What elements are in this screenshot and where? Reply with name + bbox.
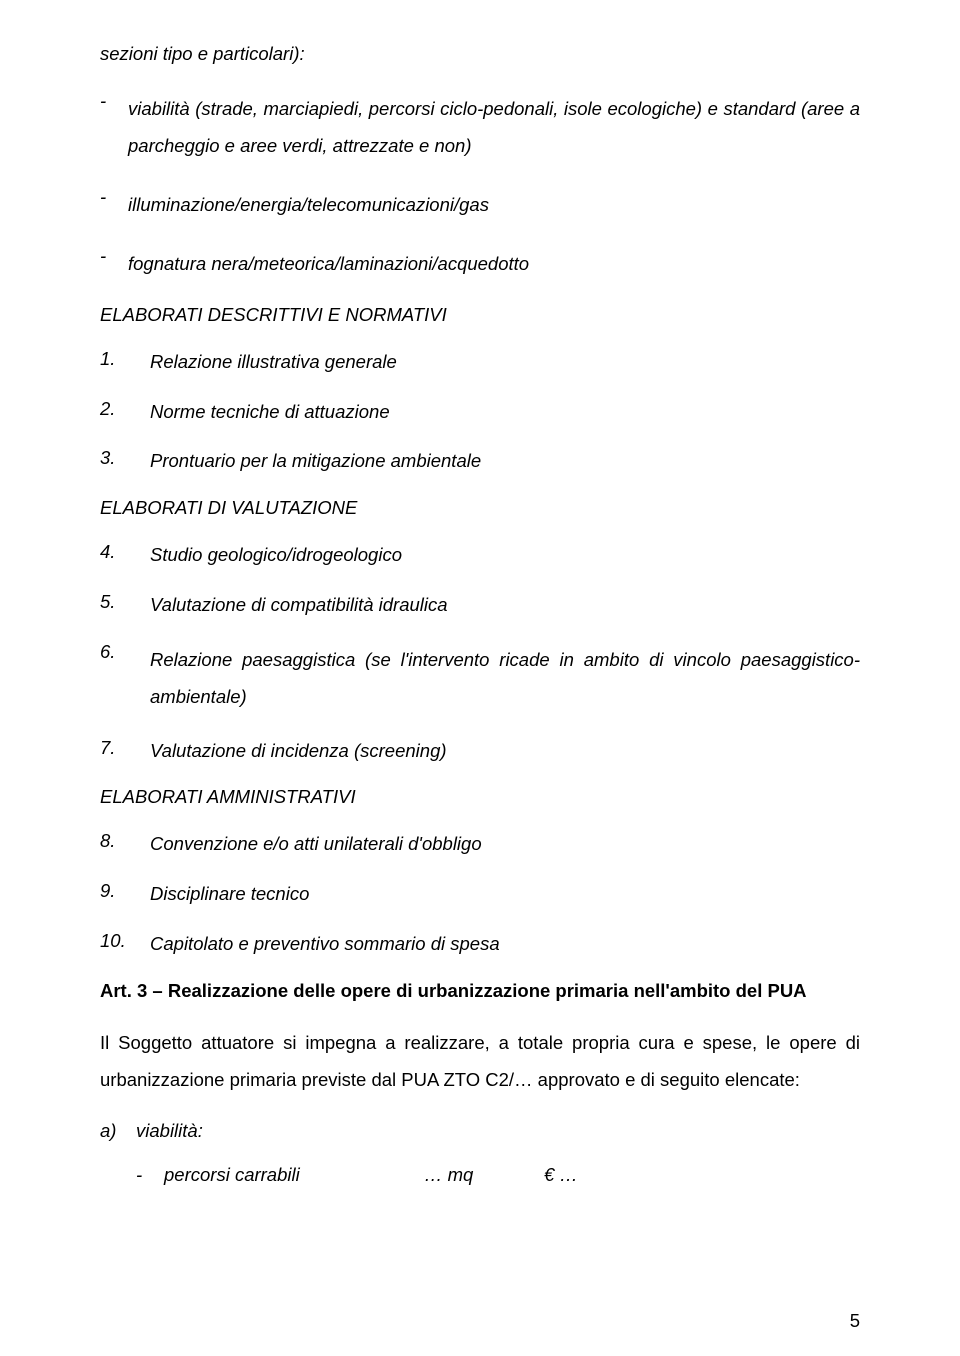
list-number: 6. (100, 641, 150, 715)
list-item: 3. Prontuario per la mitigazione ambient… (100, 447, 860, 475)
list-item: 7. Valutazione di incidenza (screening) (100, 737, 860, 765)
list-text: Norme tecniche di attuazione (150, 398, 860, 426)
dash-item: - viabilità (strade, marciapiedi, percor… (100, 90, 860, 164)
list-item: 9. Disciplinare tecnico (100, 880, 860, 908)
dash-text: viabilità (strade, marciapiedi, percorsi… (128, 90, 860, 164)
list-number: 1. (100, 348, 150, 376)
list-number: 3. (100, 447, 150, 475)
list-number: 2. (100, 398, 150, 426)
list-item: 4. Studio geologico/idrogeologico (100, 541, 860, 569)
list-item: 6. Relazione paesaggistica (se l'interve… (100, 641, 860, 715)
sub-euro: € … (544, 1164, 578, 1186)
list-text: Disciplinare tecnico (150, 880, 860, 908)
list-text: Prontuario per la mitigazione ambientale (150, 447, 860, 475)
dash-marker: - (100, 245, 128, 282)
list-number: 9. (100, 880, 150, 908)
list-number: 7. (100, 737, 150, 765)
list-item: 8. Convenzione e/o atti unilaterali d'ob… (100, 830, 860, 858)
dash-marker: - (136, 1164, 164, 1186)
letter-text: viabilità: (136, 1120, 860, 1142)
list-number: 8. (100, 830, 150, 858)
list-text: Relazione illustrativa generale (150, 348, 860, 376)
dash-item: - fognatura nera/meteorica/laminazioni/a… (100, 245, 860, 282)
article-paragraph: Il Soggetto attuatore si impegna a reali… (100, 1024, 860, 1098)
section-heading-valutazione: ELABORATI DI VALUTAZIONE (100, 497, 860, 519)
page-number: 5 (850, 1310, 860, 1332)
dash-item: - illuminazione/energia/telecomunicazion… (100, 186, 860, 223)
intro-line: sezioni tipo e particolari): (100, 40, 860, 68)
list-text: Relazione paesaggistica (se l'intervento… (150, 641, 860, 715)
list-item: 2. Norme tecniche di attuazione (100, 398, 860, 426)
sub-dash-row: - percorsi carrabili … mq € … (136, 1164, 860, 1186)
sub-mq: … mq (424, 1164, 544, 1186)
dash-text: fognatura nera/meteorica/laminazioni/acq… (128, 245, 860, 282)
section-heading-descrittivi: ELABORATI DESCRITTIVI E NORMATIVI (100, 304, 860, 326)
letter-item: a) viabilità: (100, 1120, 860, 1142)
dash-marker: - (100, 186, 128, 223)
letter-marker: a) (100, 1120, 136, 1142)
article-heading: Art. 3 – Realizzazione delle opere di ur… (100, 980, 860, 1002)
list-text: Valutazione di incidenza (screening) (150, 737, 860, 765)
section-heading-amministrativi: ELABORATI AMMINISTRATIVI (100, 786, 860, 808)
list-text: Capitolato e preventivo sommario di spes… (150, 930, 860, 958)
list-text: Convenzione e/o atti unilaterali d'obbli… (150, 830, 860, 858)
dash-marker: - (100, 90, 128, 164)
list-number: 10. (100, 930, 150, 958)
list-item: 10. Capitolato e preventivo sommario di … (100, 930, 860, 958)
list-text: Valutazione di compatibilità idraulica (150, 591, 860, 619)
sub-label: percorsi carrabili (164, 1164, 424, 1186)
list-text: Studio geologico/idrogeologico (150, 541, 860, 569)
list-item: 1. Relazione illustrativa generale (100, 348, 860, 376)
list-number: 5. (100, 591, 150, 619)
document-page: sezioni tipo e particolari): - viabilità… (0, 0, 960, 1356)
dash-text: illuminazione/energia/telecomunicazioni/… (128, 186, 860, 223)
list-number: 4. (100, 541, 150, 569)
list-item: 5. Valutazione di compatibilità idraulic… (100, 591, 860, 619)
